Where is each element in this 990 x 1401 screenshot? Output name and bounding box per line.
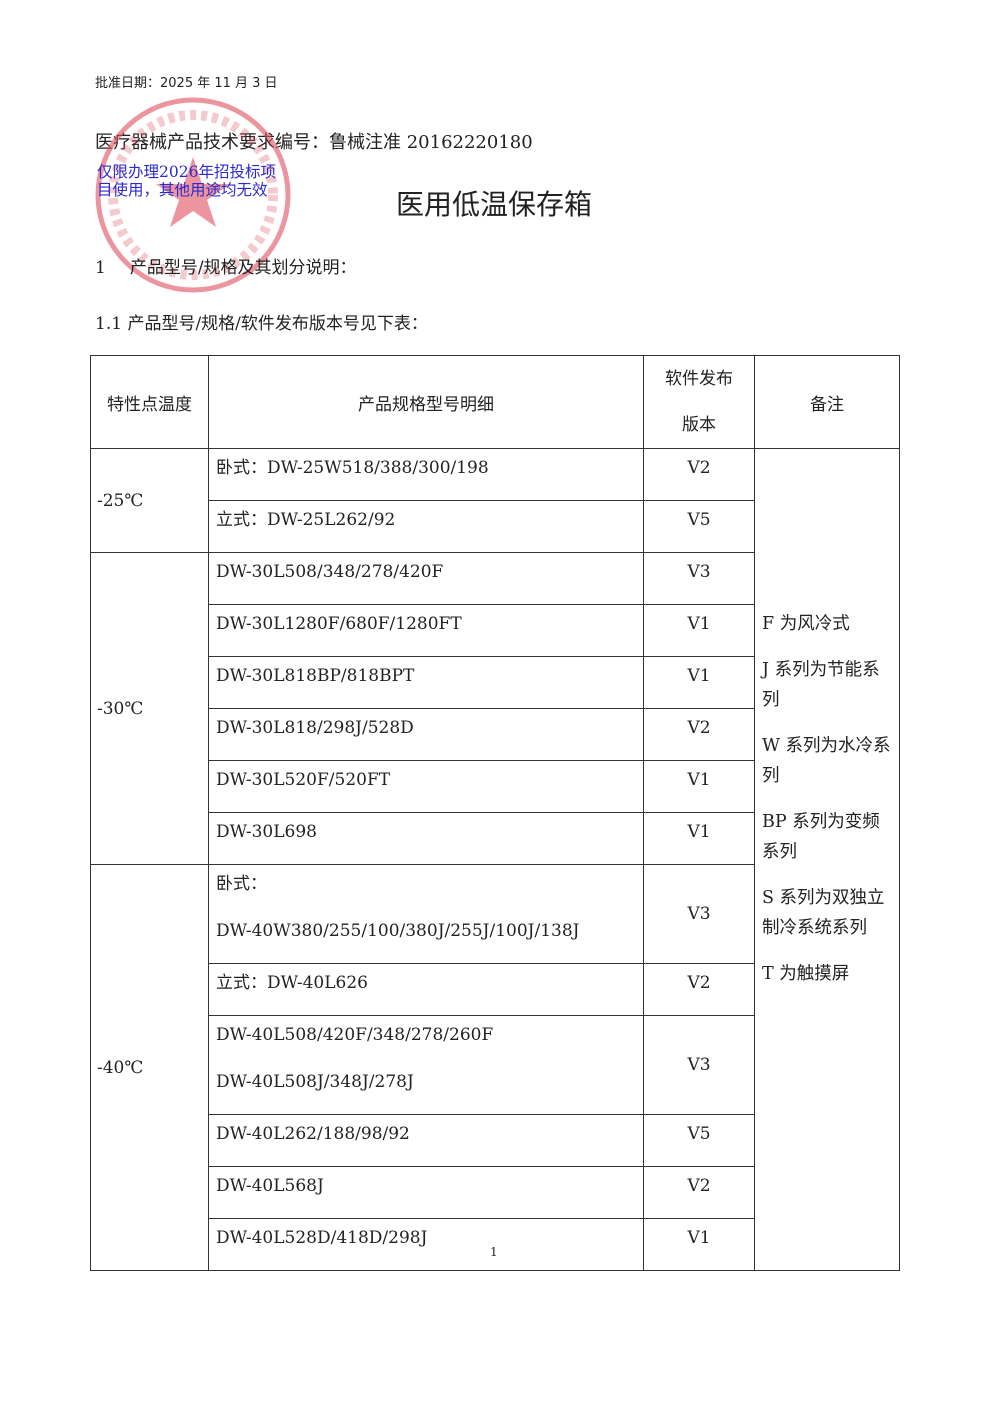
- version-cell: V5: [643, 1114, 755, 1167]
- table-row: -30℃ DW-30L508/348/278/420F V3: [90, 552, 900, 865]
- spec-cell: DW-30L818BP/818BPT: [208, 656, 644, 709]
- temperature-cell: -25℃: [90, 448, 209, 553]
- spec-line: DW-30L1280F/680F/1280FT: [216, 614, 462, 634]
- spec-cell: DW-30L818/298J/528D: [208, 708, 644, 761]
- spec-cell: DW-30L508/348/278/420F: [208, 552, 644, 605]
- remark-item: F 为风冷式: [762, 614, 850, 634]
- remark-item: W 系列为水冷系列: [762, 736, 891, 786]
- spec-line: DW-30L698: [216, 822, 317, 842]
- spec-line: DW-30L508/348/278/420F: [216, 562, 444, 582]
- table-row: DW-40L568J V2: [91, 1166, 900, 1219]
- table-row: 立式：DW-25L262/92 V5: [91, 500, 900, 553]
- table-row: DW-30L698 V1: [91, 812, 900, 865]
- spec-cell: DW-40L262/188/98/92: [208, 1114, 644, 1167]
- table-row: DW-30L1280F/680F/1280FT V1: [91, 604, 900, 657]
- section-1-heading: 1 产品型号/规格及其划分说明：: [95, 253, 357, 278]
- spec-cell: 立式：DW-25L262/92: [208, 500, 644, 553]
- note-line: 目使用，其他用途均无效: [97, 181, 268, 199]
- requirement-value: 鲁械注准 20162220180: [329, 132, 533, 153]
- spec-line: 立式：DW-40L626: [216, 973, 368, 993]
- table-row: DW-40L508/420F/348/278/260F DW-40L508J/34…: [91, 1015, 900, 1115]
- spec-cell: DW-30L698: [208, 812, 644, 865]
- table-row: 立式：DW-40L626 V2: [91, 963, 900, 1016]
- spec-line: DW-40L528D/418D/298J: [216, 1228, 428, 1248]
- version-cell: V1: [643, 1218, 755, 1271]
- spec-line: DW-40W380/255/100/380J/255J/100J/138J: [216, 921, 580, 941]
- usage-restriction-note: 仅限办理2026年招投标项 目使用，其他用途均无效: [97, 163, 276, 199]
- spec-line: DW-30L520F/520FT: [216, 770, 391, 790]
- header-version-line1: 软件发布: [665, 369, 733, 389]
- version-cell: V1: [643, 604, 755, 657]
- product-spec-table: 特性点温度 产品规格型号明细 软件发布版本 备注 -25℃ 卧式：DW-25W51…: [90, 355, 900, 1271]
- temperature-cell: -30℃: [90, 552, 209, 865]
- spec-line: DW-40L508J/348J/278J: [216, 1072, 414, 1092]
- spec-cell: 卧式：DW-25W518/388/300/198: [208, 448, 644, 501]
- version-cell: V1: [643, 760, 755, 813]
- spec-line: 立式：DW-25L262/92: [216, 510, 396, 530]
- spec-line: DW-30L818/298J/528D: [216, 718, 414, 738]
- spec-cell: DW-40L508/420F/348/278/260F DW-40L508J/34…: [208, 1015, 644, 1115]
- version-cell: V1: [643, 656, 755, 709]
- spec-line: 卧式：: [216, 874, 267, 894]
- remarks-cell: F 为风冷式 J 系列为节能系列 W 系列为水冷系列 BP 系列为变频系列 S 系列为双…: [754, 448, 900, 1271]
- version-cell: V3: [643, 864, 755, 964]
- version-cell: V3: [643, 1015, 755, 1115]
- spec-cell: DW-30L520F/520FT: [208, 760, 644, 813]
- table-row: -25℃ 卧式：DW-25W518/388/300/198 V2 F 为风冷式 J 系列…: [90, 448, 900, 1271]
- spec-line: 卧式：DW-25W518/388/300/198: [216, 458, 489, 478]
- header-remarks: 备注: [754, 355, 900, 449]
- version-cell: V2: [643, 708, 755, 761]
- table-row: DW-40L528D/418D/298J V1: [91, 1218, 900, 1271]
- header-version: 软件发布 版本: [643, 355, 755, 449]
- remark-item: S 系列为双独立制冷系统系列: [762, 888, 885, 938]
- version-cell: V2: [643, 1166, 755, 1219]
- table-row: DW-30L818/298J/528D V2: [91, 708, 900, 761]
- version-cell: V2: [643, 448, 755, 501]
- spec-line: DW-30L818BP/818BPT: [216, 666, 415, 686]
- section-number: 1: [95, 258, 106, 278]
- remark-item: BP 系列为变频系列: [762, 812, 880, 862]
- version-cell: V5: [643, 500, 755, 553]
- remark-item: T 为触摸屏: [762, 964, 850, 984]
- spec-cell: DW-40L568J: [208, 1166, 644, 1219]
- version-cell: V2: [643, 963, 755, 1016]
- page-number: 1: [490, 1245, 498, 1259]
- header-spec: 产品规格型号明细: [208, 355, 644, 449]
- spec-cell: DW-30L1280F/680F/1280FT: [208, 604, 644, 657]
- version-cell: V3: [643, 552, 755, 605]
- version-cell: V1: [643, 812, 755, 865]
- header-temperature: 特性点温度: [90, 355, 209, 449]
- note-line: 仅限办理2026年招投标项: [97, 163, 276, 181]
- section-title: 产品型号/规格及其划分说明：: [129, 258, 357, 278]
- spec-line: DW-40L568J: [216, 1176, 324, 1196]
- header-version-line2: 版本: [682, 415, 716, 435]
- table-row: DW-30L520F/520FT V1: [91, 760, 900, 813]
- approval-date: 批准日期：2025 年 11 月 3 日: [95, 76, 278, 91]
- document-title: 医用低温保存箱: [396, 188, 593, 221]
- temperature-cell: -40℃: [90, 864, 209, 1271]
- spec-line: DW-40L262/188/98/92: [216, 1124, 410, 1144]
- remark-item: J 系列为节能系列: [762, 660, 880, 710]
- official-seal-stamp: [95, 97, 291, 293]
- spec-cell: 卧式： DW-40W380/255/100/380J/255J/100J/138J: [208, 864, 644, 964]
- section-1-1-heading: 1.1 产品型号/规格/软件发布版本号见下表：: [95, 314, 428, 334]
- table-header-row: 特性点温度 产品规格型号明细 软件发布版本 备注: [90, 355, 900, 449]
- spec-cell: DW-40L528D/418D/298J: [208, 1218, 644, 1271]
- table-row: -40℃ 卧式： DW-40W380/255/100/380J/255J/100J/…: [90, 864, 900, 1271]
- table-row: DW-30L818BP/818BPT V1: [91, 656, 900, 709]
- spec-cell: 立式：DW-40L626: [208, 963, 644, 1016]
- spec-line: DW-40L508/420F/348/278/260F: [216, 1025, 494, 1045]
